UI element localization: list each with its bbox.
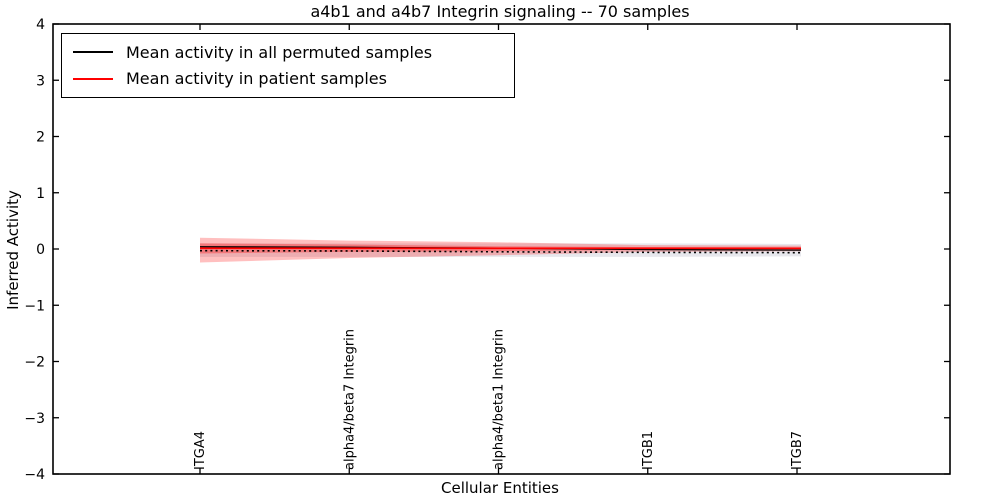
chart-title: a4b1 and a4b7 Integrin signaling -- 70 s… xyxy=(310,2,690,21)
y-tick-label: 3 xyxy=(36,73,45,89)
y-tick-label: 0 xyxy=(36,242,45,258)
x-tick-label: alpha4/beta1 Integrin xyxy=(492,329,507,470)
y-tick-label: 2 xyxy=(36,130,45,146)
legend-item-patient: Mean activity in patient samples xyxy=(72,66,504,93)
legend-item-permuted: Mean activity in all permuted samples xyxy=(72,39,504,66)
y-tick-label: −4 xyxy=(24,467,45,483)
y-tick-label: −1 xyxy=(24,298,45,314)
legend-label-patient: Mean activity in patient samples xyxy=(126,69,387,89)
y-tick-label: 4 xyxy=(36,17,45,33)
patient-std-band-outer xyxy=(200,237,801,263)
legend-line-patient-icon xyxy=(73,77,113,80)
y-tick-label: −2 xyxy=(24,355,45,371)
x-tick-label: ITGB1 xyxy=(641,431,656,470)
x-tick-label: alpha4/beta7 Integrin xyxy=(342,329,357,470)
y-axis-label: Inferred Activity xyxy=(4,190,22,310)
legend-line-permuted-icon xyxy=(73,51,113,54)
x-tick-label: ITGA4 xyxy=(193,431,208,470)
x-axis-label: Cellular Entities xyxy=(441,479,559,497)
x-tick-label: ITGB7 xyxy=(790,431,805,470)
legend-label-permuted: Mean activity in all permuted samples xyxy=(126,42,433,62)
y-tick-label: −3 xyxy=(24,411,45,427)
legend: Mean activity in all permuted samples Me… xyxy=(61,33,515,98)
y-tick-label: 1 xyxy=(36,186,45,202)
